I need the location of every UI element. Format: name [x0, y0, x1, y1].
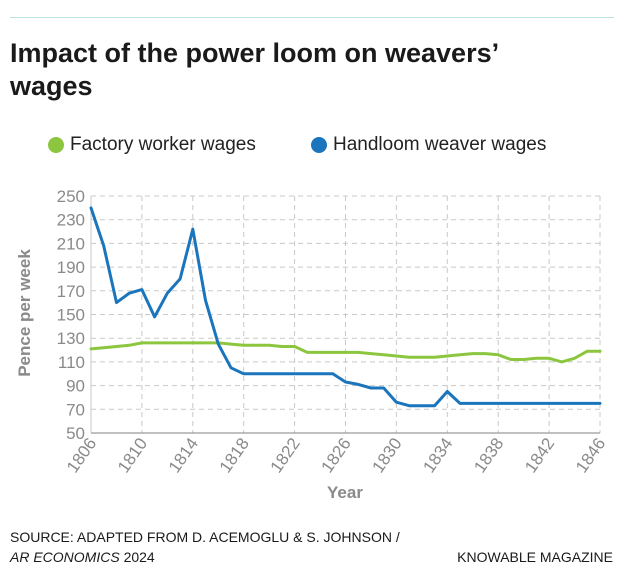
y-tick-label: 250 [57, 187, 85, 206]
x-tick-label: 1834 [419, 434, 456, 476]
x-tick-label: 1842 [521, 434, 558, 476]
series-lines [89, 206, 602, 408]
y-tick-label: 70 [66, 400, 85, 419]
legend: Factory worker wages Handloom weaver wag… [0, 134, 637, 158]
handloom-legend-dot-icon [311, 137, 327, 153]
source-line-1: SOURCE: ADAPTED FROM D. ACEMOGLU & S. JO… [10, 529, 400, 545]
x-tick-label: 1846 [572, 434, 609, 476]
source-note: SOURCE: ADAPTED FROM D. ACEMOGLU & S. JO… [10, 527, 400, 567]
factory-wages-line [89, 341, 602, 364]
y-tick-label: 230 [57, 211, 85, 230]
legend-item-factory: Factory worker wages [48, 134, 256, 156]
y-tick-label: 170 [57, 282, 85, 301]
y-tick-label: 150 [57, 306, 85, 325]
source-publication: AR ECONOMICS [10, 549, 120, 565]
x-tick-label: 1826 [318, 434, 355, 476]
source-line-2: AR ECONOMICS 2024 [10, 547, 400, 567]
y-tick-label: 210 [57, 234, 85, 253]
legend-label-handloom: Handloom weaver wages [333, 134, 547, 155]
y-tick-label: 50 [66, 424, 85, 443]
y-tick-label: 90 [66, 377, 85, 396]
publisher-brand: KNOWABLE MAGAZINE [457, 549, 613, 565]
x-tick-label: 1830 [368, 434, 405, 476]
source-year: 2024 [119, 549, 155, 565]
x-tick-label: 1818 [216, 434, 253, 476]
y-tick-label: 130 [57, 329, 85, 348]
y-tick-label: 110 [58, 353, 85, 372]
x-tick-labels: 1806 1810 1814 1818 1822 1826 1830 1834 1838 1842… [63, 434, 609, 476]
factory-legend-dot-icon [48, 137, 64, 153]
x-tick-label: 1814 [165, 434, 202, 476]
legend-item-handloom: Handloom weaver wages [311, 134, 546, 156]
handloom-wages-line [89, 206, 602, 408]
x-tick-label: 1810 [114, 434, 151, 476]
grid-lines [90, 195, 601, 433]
x-tick-label: 1822 [267, 434, 304, 476]
x-axis-label: Year [327, 483, 363, 502]
legend-label-factory: Factory worker wages [70, 134, 256, 155]
axes [90, 196, 600, 434]
y-tick-label: 190 [57, 258, 85, 277]
top-divider [10, 17, 614, 18]
y-axis-label: Pence per week [15, 249, 34, 377]
y-tick-labels: 50 70 90 110 130 150 170 190 210 230 250 [57, 187, 85, 443]
x-tick-label: 1838 [470, 434, 507, 476]
chart-title: Impact of the power loom on weavers’ wag… [10, 38, 498, 101]
